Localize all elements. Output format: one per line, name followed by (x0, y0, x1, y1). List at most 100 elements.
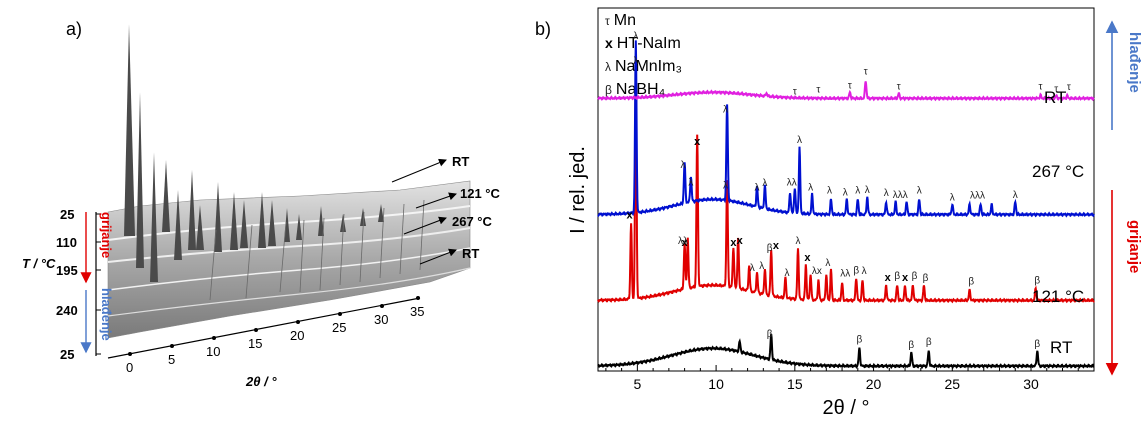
phase-marker: x (885, 272, 892, 284)
peak-spike (296, 214, 302, 240)
panel-a-x-tick: 30 (374, 312, 388, 327)
panel-a-x-tick: 20 (290, 328, 304, 343)
panel-a-x-label: 2θ / ° (245, 374, 277, 389)
phase-marker: x (773, 240, 780, 252)
panel-b-xrd: b) τ Mn x HT-NaIm λ NaMnIm₃ β NaBH₄ β ββ β βλxx… (535, 7, 1141, 419)
plot-frame (597, 7, 1095, 372)
legend-entry: x HT-NaIm (605, 35, 681, 52)
phase-marker: τ (848, 80, 852, 91)
phase-marker: λ (723, 180, 728, 191)
panel-a-x-tick: 0 (126, 360, 133, 375)
phase-marker: λλ (840, 269, 850, 280)
phase-marker: λ (723, 105, 728, 116)
phase-marker: x (626, 210, 633, 222)
legend-entry: λ NaMnIm₃ (605, 58, 682, 75)
phase-marker: τ (816, 84, 820, 95)
phase-marker: λ (917, 185, 922, 196)
phase-marker: λ (762, 178, 767, 189)
panel-a-x-tick: 5 (168, 352, 175, 367)
phase-marker: λ (825, 258, 830, 269)
phase-marker: λ (633, 31, 638, 42)
x-tick-label: 20 (866, 376, 882, 392)
phase-marker: τ (1067, 82, 1071, 93)
phase-marker: β (968, 276, 974, 287)
heating-label-a: grijanje (99, 212, 114, 258)
peak-spike (124, 24, 135, 236)
x-tick-label: 15 (787, 376, 803, 392)
phase-marker: λ (688, 177, 693, 188)
trace-label-a: 267 °C (452, 214, 493, 229)
trace-label-a: RT (452, 154, 469, 169)
phase-marker: τ (793, 86, 797, 97)
peak-spike (136, 92, 144, 268)
phase-marker: β (1034, 339, 1040, 350)
phase-marker: λ (633, 56, 638, 67)
trace-label-a: RT (462, 246, 479, 261)
panel-a-label: a) (66, 19, 82, 39)
phase-marker: x (682, 237, 689, 249)
phase-marker: λ (862, 266, 867, 277)
trace-arrow-121 (415, 192, 457, 209)
panel-a-y-tick: 195 (56, 263, 78, 278)
panel-a-x-tick: 35 (410, 304, 424, 319)
phase-marker: λ (884, 188, 889, 199)
phase-marker: β (767, 329, 773, 340)
legend: τ Mn x HT-NaIm λ NaMnIm₃ β NaBH₄ (605, 12, 682, 98)
trace-label: 267 °C (1032, 162, 1084, 181)
panel-a-y-tick: 110 (56, 235, 77, 250)
xrd-traces (597, 40, 1095, 370)
x-tick-label: 25 (944, 376, 960, 392)
panel-a-x-tick: 10 (206, 344, 220, 359)
peak-spike (258, 192, 266, 248)
peak-spike (174, 190, 182, 260)
phase-marker: β (853, 266, 859, 277)
phase-marker: λ (750, 263, 755, 274)
x-tick-label: 30 (1023, 376, 1039, 392)
waterfall-band (107, 267, 471, 317)
trace-label-a: 121 °C (460, 186, 501, 201)
x-ticks: 5 10 15 20 25 30 (605, 365, 1095, 392)
peak-spike (162, 160, 170, 232)
panel-a-y-label: T / °C (22, 256, 56, 271)
legend-entry: τ Mn (605, 12, 636, 29)
phase-marker: x (737, 235, 744, 247)
waterfall-band (107, 227, 471, 263)
phase-marker: τ (1054, 84, 1058, 95)
phase-marker: λ (827, 185, 832, 196)
phase-marker: λλλ (893, 190, 908, 201)
phase-marker: β (894, 271, 900, 282)
x-tick-label: 5 (633, 376, 641, 392)
phase-marker: λ (785, 268, 790, 279)
phase-marker: β (912, 271, 918, 282)
phase-marker: β (767, 243, 773, 254)
x-tick-label: 10 (708, 376, 724, 392)
phase-marker: λ (843, 187, 848, 198)
panel-a-y-tick: 25 (60, 347, 74, 362)
phase-marker: τ (897, 81, 901, 92)
peak-spike (360, 208, 366, 226)
xrd-trace-2 (597, 40, 1095, 218)
legend-entry: β NaBH₄ (605, 81, 665, 98)
panel-a-waterfall: a) (22, 19, 501, 389)
peak-spike (284, 208, 290, 242)
phase-marker: β (857, 334, 863, 345)
phase-marker: β (923, 273, 929, 284)
phase-marker: λ (865, 185, 870, 196)
panel-b-label: b) (535, 19, 551, 39)
phase-marker: τ (864, 67, 868, 78)
x-axis-label: 2θ / ° (823, 397, 870, 419)
xrd-trace-0 (597, 333, 1095, 370)
trace-arrow-rt-top (391, 158, 447, 183)
phase-marker: β (926, 337, 932, 348)
panel-a-y-tick: 25 (60, 207, 74, 222)
peak-spike (340, 214, 346, 232)
phase-marker: λλ (787, 177, 797, 188)
phase-marker: τ (1039, 81, 1043, 92)
panel-a-y-ticks: 25 110 195 240 25 (56, 207, 101, 362)
peak-spike (378, 204, 384, 222)
peak-spike (196, 205, 204, 250)
phase-marker: λ (681, 160, 686, 171)
waterfall-fine-lines (209, 199, 425, 301)
panel-a-x-tick: 15 (248, 336, 262, 351)
